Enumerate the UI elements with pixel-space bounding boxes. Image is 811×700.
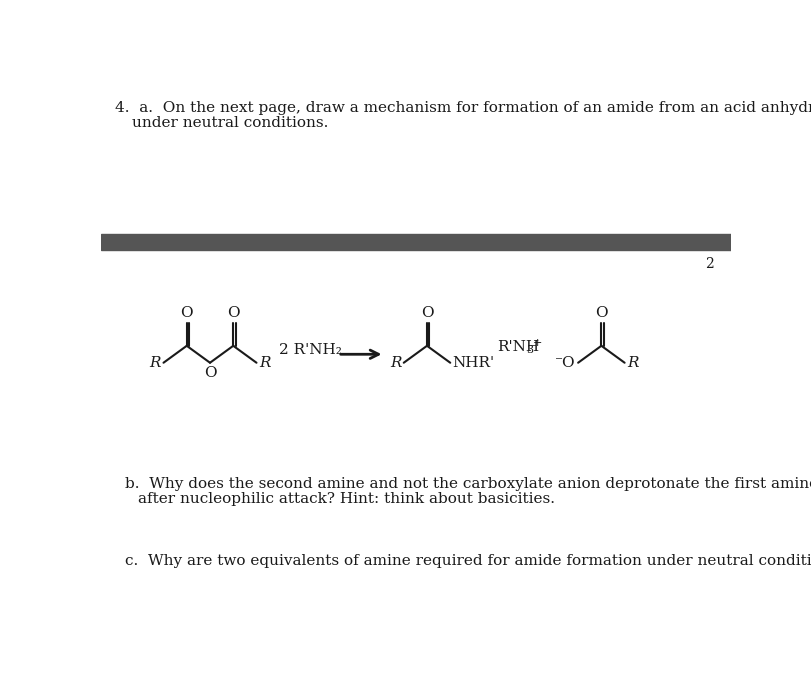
Text: R: R	[626, 356, 637, 370]
Text: ⁻O: ⁻O	[555, 356, 575, 370]
Bar	[101, 234, 730, 249]
Text: R: R	[149, 356, 161, 370]
Text: O: O	[420, 307, 433, 321]
Text: O: O	[226, 307, 239, 321]
Text: after nucleophilic attack? Hint: think about basicities.: after nucleophilic attack? Hint: think a…	[138, 492, 554, 506]
Text: under neutral conditions.: under neutral conditions.	[132, 116, 328, 130]
Text: 4.  a.  On the next page, draw a mechanism for formation of an amide from an aci: 4. a. On the next page, draw a mechanism…	[115, 101, 811, 115]
Text: +: +	[532, 337, 541, 348]
Text: R: R	[389, 356, 401, 370]
Text: R: R	[259, 356, 270, 370]
Text: 3: 3	[526, 345, 533, 356]
Text: O: O	[594, 307, 607, 321]
Text: 2 R'NH₂: 2 R'NH₂	[279, 343, 341, 357]
Text: c.  Why are two equivalents of amine required for amide formation under neutral : c. Why are two equivalents of amine requ…	[125, 554, 811, 568]
Text: R'NH: R'NH	[496, 340, 539, 354]
Text: b.  Why does the second amine and not the carboxylate anion deprotonate the firs: b. Why does the second amine and not the…	[125, 477, 811, 491]
Text: NHR': NHR'	[452, 356, 494, 370]
Text: O: O	[204, 366, 216, 380]
Text: O: O	[180, 307, 193, 321]
Text: 2: 2	[704, 258, 713, 271]
